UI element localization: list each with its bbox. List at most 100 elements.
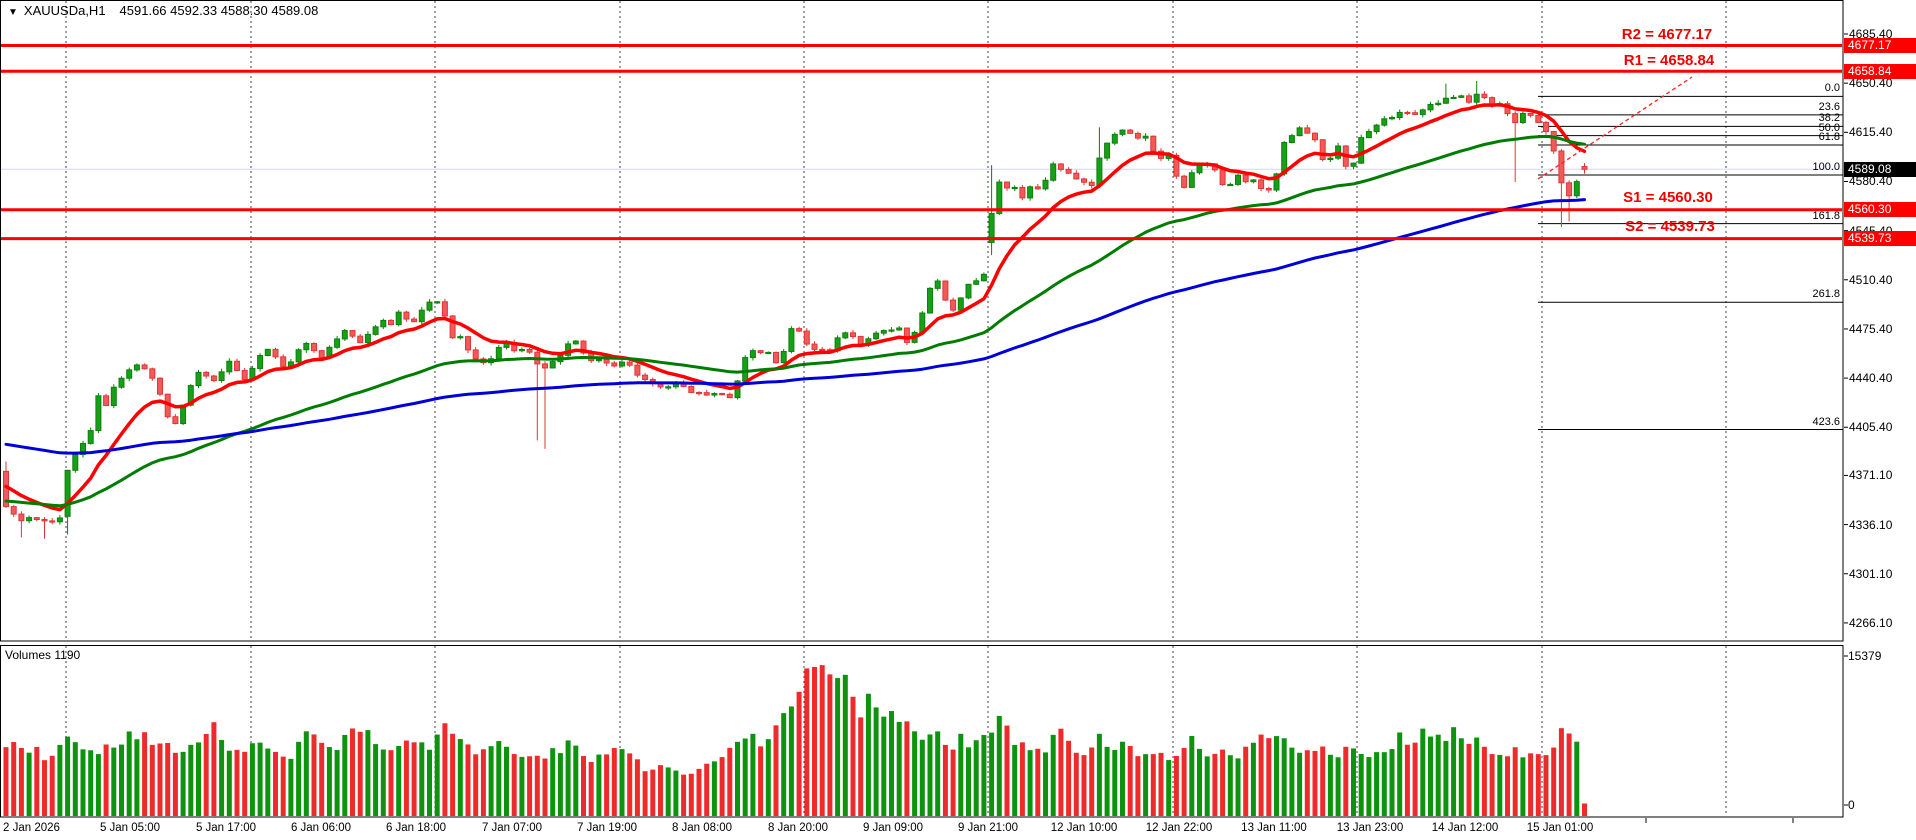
volume-bar-down bbox=[858, 717, 864, 816]
x-axis-label[interactable]: 2 Jan 2026 bbox=[3, 822, 60, 834]
x-axis-label[interactable]: 13 Jan 11:00 bbox=[1241, 822, 1307, 834]
x-axis-label[interactable]: 14 Jan 12:00 bbox=[1431, 822, 1499, 834]
fib-level-label: 23.6 bbox=[1818, 100, 1840, 113]
volume-bar-up bbox=[396, 745, 402, 816]
candle-bear bbox=[1019, 186, 1026, 199]
candle-bull bbox=[1435, 102, 1442, 106]
volume-bar-up bbox=[865, 693, 871, 816]
candle-bull bbox=[303, 342, 310, 351]
candle-bear bbox=[1065, 168, 1072, 174]
y-axis-label[interactable]: 4650.40 bbox=[1849, 76, 1893, 91]
candle-bull bbox=[1104, 142, 1111, 159]
y-axis-label[interactable]: 4301.10 bbox=[1849, 566, 1893, 581]
volume-bar-down bbox=[1558, 728, 1564, 816]
volume-bar-up bbox=[496, 741, 502, 816]
x-axis-label[interactable]: 15 Jan 01:00 bbox=[1526, 822, 1594, 834]
candle-bull bbox=[295, 349, 302, 363]
x-axis-label[interactable]: 6 Jan 06:00 bbox=[290, 822, 352, 834]
y-axis-label[interactable]: 4266.10 bbox=[1849, 615, 1893, 630]
volume-bar-up bbox=[973, 740, 979, 816]
y-axis-label[interactable]: 4615.40 bbox=[1849, 125, 1893, 140]
volume-bar-down bbox=[773, 725, 779, 816]
volume-bar-up bbox=[896, 721, 902, 816]
x-axis-label[interactable]: 6 Jan 18:00 bbox=[385, 822, 447, 834]
volume-bar-up bbox=[550, 748, 556, 816]
y-axis-label[interactable]: 4371.10 bbox=[1849, 468, 1893, 483]
volume-bar-down bbox=[42, 760, 47, 816]
candle-bear bbox=[542, 363, 548, 369]
volume-bar-up bbox=[1227, 755, 1233, 816]
volume-bar-down bbox=[1081, 755, 1087, 816]
volume-bar-up bbox=[519, 756, 525, 816]
candle-bear bbox=[149, 368, 156, 379]
volume-bar-up bbox=[1250, 742, 1256, 816]
candle-bear bbox=[172, 416, 179, 425]
candle-bear bbox=[603, 359, 610, 364]
candle-bear bbox=[1319, 139, 1326, 161]
y-axis-label[interactable]: 4475.40 bbox=[1849, 321, 1893, 336]
y-axis-label[interactable]: 4440.40 bbox=[1849, 371, 1893, 386]
x-axis-label[interactable]: 7 Jan 19:00 bbox=[576, 822, 638, 834]
x-axis-label[interactable]: 9 Jan 21:00 bbox=[957, 822, 1019, 834]
volume-bar-down bbox=[1066, 740, 1072, 816]
volume-bar-down bbox=[827, 674, 833, 816]
volume-bar-down bbox=[634, 759, 640, 816]
volume-bar-up bbox=[126, 731, 132, 816]
x-axis-label[interactable]: 12 Jan 22:00 bbox=[1145, 822, 1213, 834]
candle-bull bbox=[457, 336, 464, 339]
volume-bar-up bbox=[1397, 732, 1403, 816]
volume-bar-up bbox=[919, 739, 925, 816]
volume-bar-up bbox=[1235, 758, 1241, 816]
x-axis-label[interactable]: 5 Jan 05:00 bbox=[99, 822, 161, 834]
x-axis-label[interactable]: 9 Jan 09:00 bbox=[862, 822, 924, 834]
y-axis-label[interactable]: 4336.10 bbox=[1849, 517, 1893, 532]
candle-bear bbox=[1258, 179, 1265, 190]
x-axis-label[interactable]: 12 Jan 10:00 bbox=[1050, 822, 1118, 834]
volume-axis-max-label[interactable]: 15379 bbox=[1848, 649, 1882, 663]
y-axis-label[interactable]: 4685.40 bbox=[1849, 27, 1893, 41]
volume-bar-up bbox=[1520, 757, 1526, 816]
volume-bar-down bbox=[1089, 747, 1095, 816]
x-axis-label[interactable]: 8 Jan 20:00 bbox=[767, 822, 829, 834]
volume-bar-up bbox=[1435, 734, 1441, 816]
volume-bar-up bbox=[619, 749, 625, 816]
candle-bear bbox=[1566, 182, 1573, 197]
volume-bar-up bbox=[65, 736, 71, 816]
price-marker-box: 4677.17 bbox=[1844, 38, 1916, 54]
volume-bar-up bbox=[95, 754, 101, 816]
x-axis-label[interactable]: 8 Jan 08:00 bbox=[671, 822, 733, 834]
candle-bull bbox=[1427, 104, 1434, 111]
chevron-down-icon[interactable]: ▼ bbox=[8, 7, 18, 18]
candle-bear bbox=[1312, 132, 1318, 141]
x-axis-label[interactable]: 13 Jan 23:00 bbox=[1336, 822, 1404, 834]
volume-bar-up bbox=[380, 749, 386, 816]
volume-bar-down bbox=[411, 742, 417, 816]
volume-bar-down bbox=[604, 754, 610, 816]
y-axis-label[interactable]: 4405.40 bbox=[1849, 420, 1893, 435]
volume-bar-up bbox=[119, 744, 124, 816]
volume-bar-down bbox=[1582, 803, 1587, 816]
volume-bar-down bbox=[1158, 752, 1164, 816]
y-axis-label[interactable]: 4510.40 bbox=[1849, 272, 1893, 287]
x-axis-label[interactable]: 7 Jan 07:00 bbox=[481, 822, 543, 834]
x-axis-label[interactable]: 5 Jan 17:00 bbox=[195, 822, 257, 834]
candle-bull bbox=[1188, 172, 1195, 188]
candle-bull bbox=[341, 330, 348, 340]
candle-bear bbox=[103, 395, 110, 407]
volume-axis-zero-label[interactable]: 0 bbox=[1848, 798, 1855, 812]
candle-bull bbox=[364, 333, 371, 344]
candle-bear bbox=[1581, 166, 1588, 170]
volume-bar-down bbox=[18, 747, 24, 816]
volume-bar-up bbox=[26, 752, 32, 816]
candle-bear bbox=[1073, 172, 1080, 180]
fib-level-label: 38.2 bbox=[1818, 112, 1840, 125]
y-axis-label[interactable]: 4580.40 bbox=[1849, 174, 1893, 189]
volume-bar-up bbox=[873, 707, 879, 816]
volume-bar-up bbox=[1012, 744, 1018, 816]
volume-bar-up bbox=[1443, 740, 1449, 816]
candle-bear bbox=[357, 335, 364, 344]
volume-bar-down bbox=[650, 769, 656, 816]
candle-bull bbox=[1389, 117, 1395, 120]
